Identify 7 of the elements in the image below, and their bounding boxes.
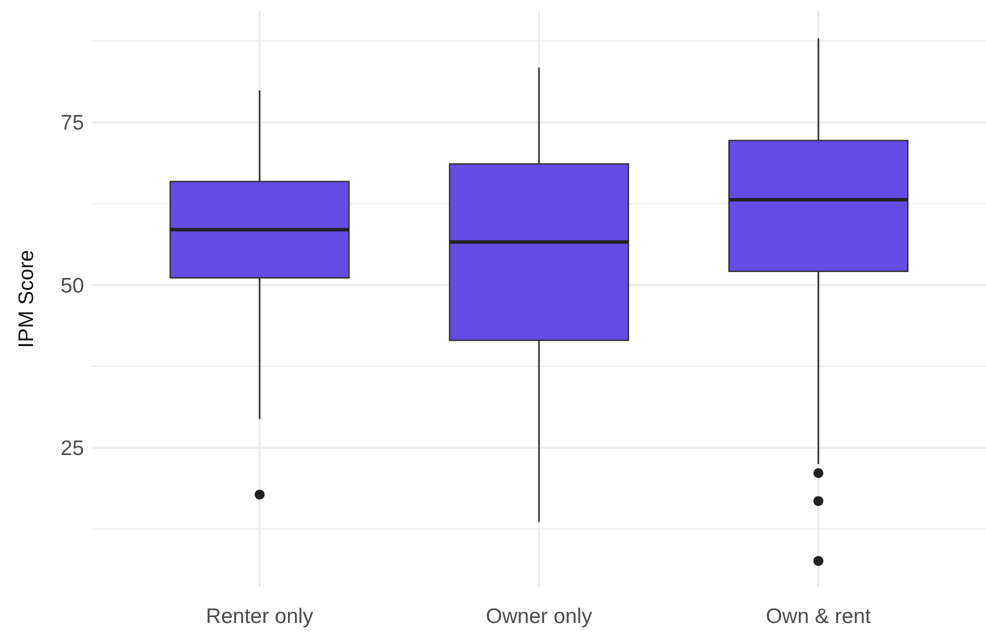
y-tick-label: 25 — [60, 437, 84, 460]
x-tick-label: Own & rent — [766, 605, 872, 628]
y-tick-label: 75 — [60, 112, 84, 135]
y-tick-label: 50 — [60, 274, 84, 298]
y-axis-title: IPM Score — [15, 250, 38, 348]
x-tick-label: Renter only — [206, 605, 314, 628]
x-tick-label: Owner only — [486, 605, 593, 628]
